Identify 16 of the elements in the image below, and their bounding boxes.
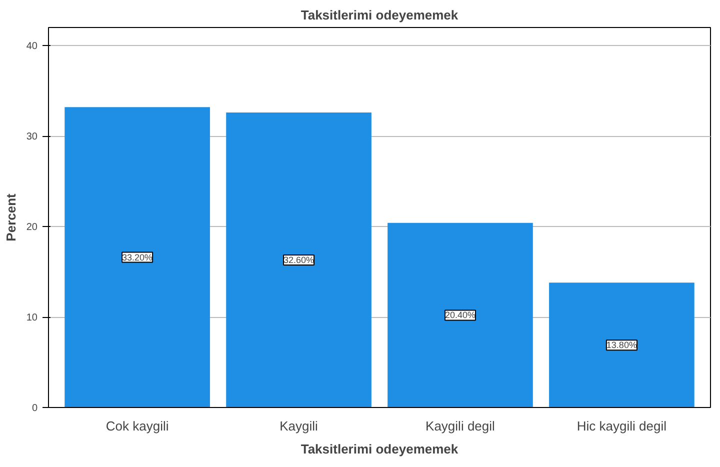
y-axis-title: Percent: [3, 192, 18, 242]
y-tick-label: 20: [26, 222, 38, 234]
x-tick-label: Kaygili: [280, 418, 318, 434]
bar: [64, 107, 210, 408]
bar: [226, 112, 372, 408]
x-tick-label: Hic kaygili degil: [576, 418, 667, 434]
y-tick-label: 0: [32, 403, 38, 414]
bar: [549, 282, 694, 408]
x-tick-label: Cok kaygili: [106, 418, 169, 434]
x-tick-label: Kaygili degil: [426, 418, 496, 434]
x-axis-title: Taksitlerimi odeyememek: [300, 442, 459, 456]
bar: [388, 222, 533, 408]
chart-title: Taksitlerimi odeyememek: [300, 8, 459, 22]
y-tick-label: 30: [26, 132, 38, 143]
y-tick-label: 40: [26, 41, 38, 52]
y-tick-label: 10: [26, 312, 38, 324]
